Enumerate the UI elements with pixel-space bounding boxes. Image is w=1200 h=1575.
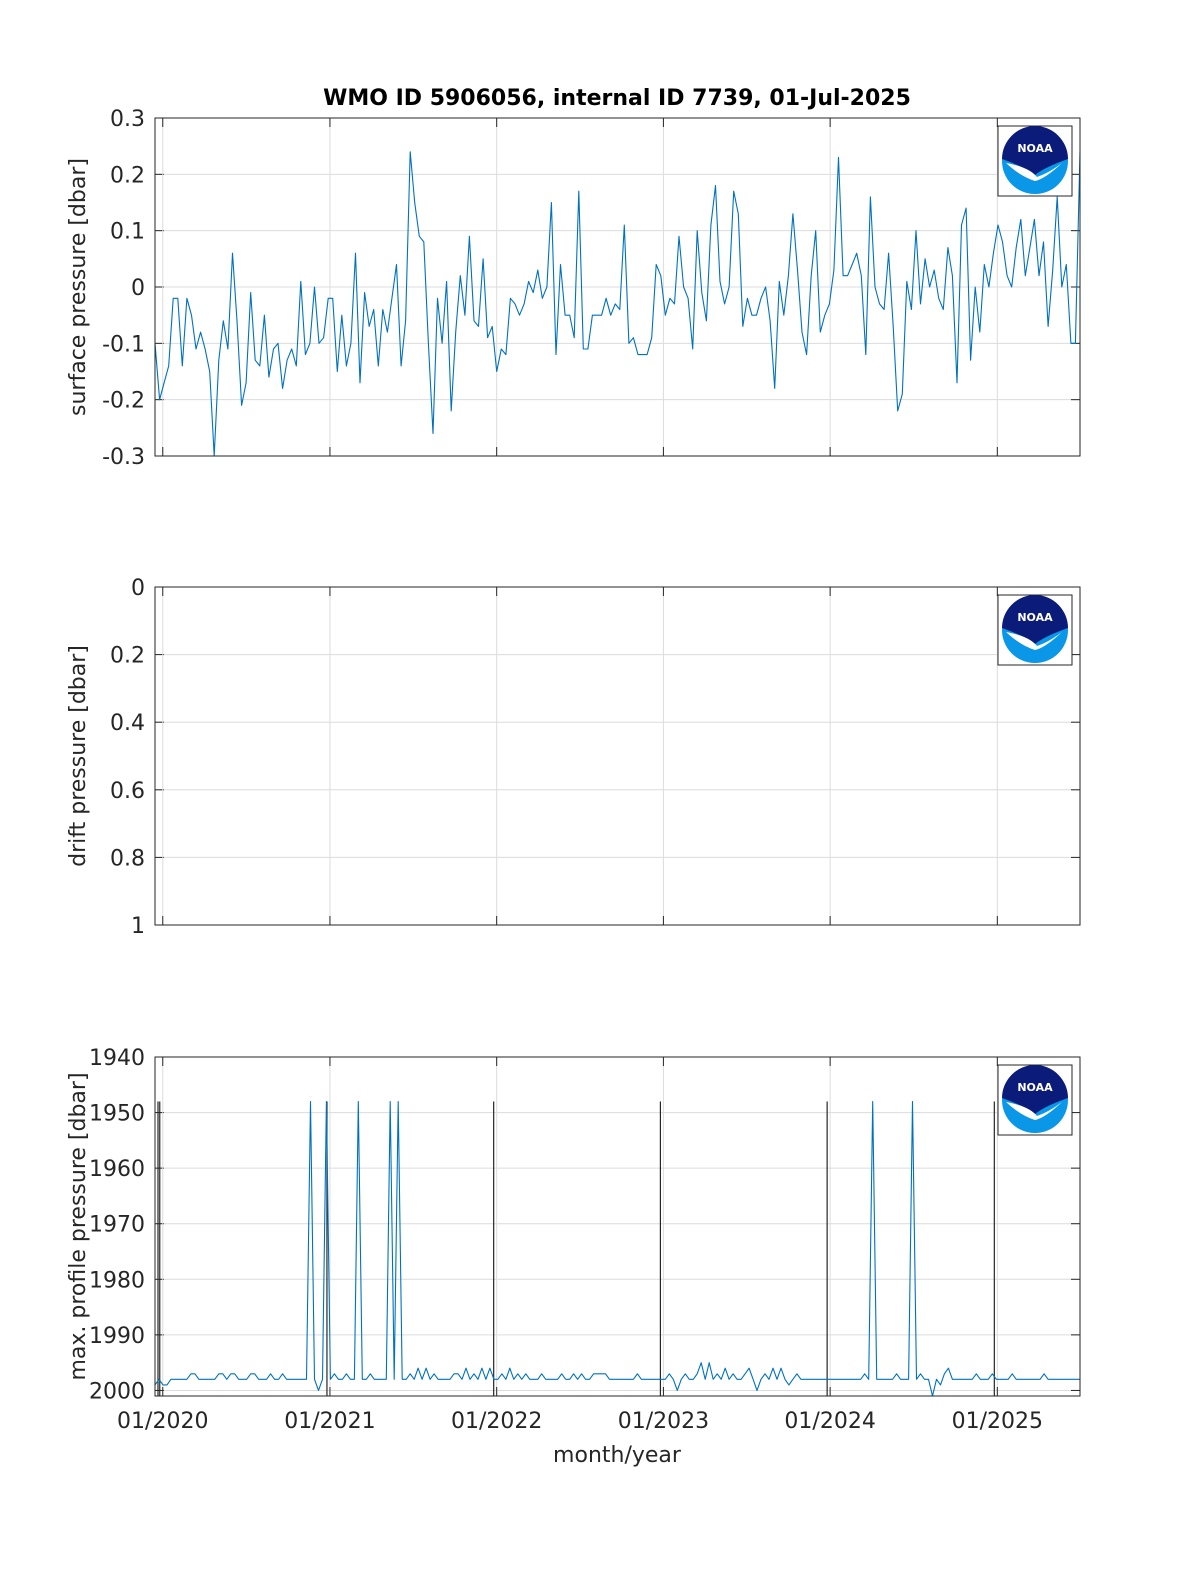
x-axis-label: month/year [553, 1443, 682, 1468]
x-tick-label: 01/2022 [451, 1409, 542, 1434]
axes-frame [154, 117, 1081, 457]
y-tick-label: 0.4 [110, 711, 145, 736]
y-tick-label: 1950 [89, 1102, 145, 1127]
y-axis-label: surface pressure [dbar] [66, 158, 91, 416]
axes-frame [154, 586, 1081, 926]
y-tick-label: -0.1 [102, 332, 145, 357]
axes-frame [154, 1056, 1081, 1397]
y-tick-label: 1990 [89, 1324, 145, 1349]
y-tick-label: 1960 [89, 1157, 145, 1182]
y-tick-label: 0.6 [110, 779, 145, 804]
figure-title: WMO ID 5906056, internal ID 7739, 01-Jul… [323, 86, 911, 111]
series-line [154, 1100, 1080, 1397]
logo-top-shape [1002, 595, 1068, 644]
y-tick-label: -0.3 [102, 445, 145, 470]
x-tick-label: 01/2023 [618, 1409, 709, 1434]
y-tick-label: 1970 [89, 1213, 145, 1238]
logo-top-shape [1002, 126, 1068, 175]
y-tick-label: 0.2 [110, 163, 145, 188]
x-tick-label: 01/2025 [952, 1409, 1043, 1434]
logo-text: NOAA [1017, 1081, 1053, 1094]
noaa-logo: NOAA [997, 125, 1073, 197]
y-tick-label: 1 [131, 914, 145, 939]
noaa-logo: NOAA [997, 594, 1073, 666]
surface-pressure-axes: 0.3 0.2 0.1 0 -0.1 -0.2 -0.3 surface pressure [… [66, 107, 1081, 470]
y-tick-label: 0 [131, 276, 145, 301]
logo-top-shape [1002, 1065, 1068, 1114]
x-tick-label: 01/2020 [117, 1409, 208, 1434]
y-axis-label: drift pressure [dbar] [66, 645, 91, 867]
y-tick-label: 2000 [89, 1379, 145, 1404]
y-tick-label: 0.3 [110, 107, 145, 132]
logo-text: NOAA [1017, 142, 1053, 155]
series-line [154, 151, 1081, 457]
max-profile-pressure-axes: 1940 1950 1960 1970 1980 1990 2000 01/2020 01/20… [66, 1046, 1081, 1434]
y-tick-label: -0.2 [102, 389, 145, 414]
y-tick-label: 1940 [89, 1046, 145, 1071]
x-tick-label: 01/2021 [284, 1409, 375, 1434]
drift-pressure-axes: 0 0.2 0.4 0.6 0.8 1 drift pressure [dbar] NOAA [66, 576, 1081, 939]
y-tick-label: 0.8 [110, 846, 145, 871]
y-axis-label: max. profile pressure [dbar] [66, 1072, 91, 1380]
y-tick-label: 0.1 [110, 220, 145, 245]
y-tick-label: 0.2 [110, 644, 145, 669]
logo-gull-shape [1006, 632, 1062, 650]
noaa-logo: NOAA [997, 1064, 1073, 1136]
logo-gull-shape [1006, 1102, 1062, 1120]
y-tick-label: 0 [131, 576, 145, 601]
y-tick-label: 1980 [89, 1268, 145, 1293]
logo-text: NOAA [1017, 611, 1053, 624]
x-tick-label: 01/2024 [784, 1409, 875, 1434]
logo-gull-shape [1006, 163, 1062, 181]
